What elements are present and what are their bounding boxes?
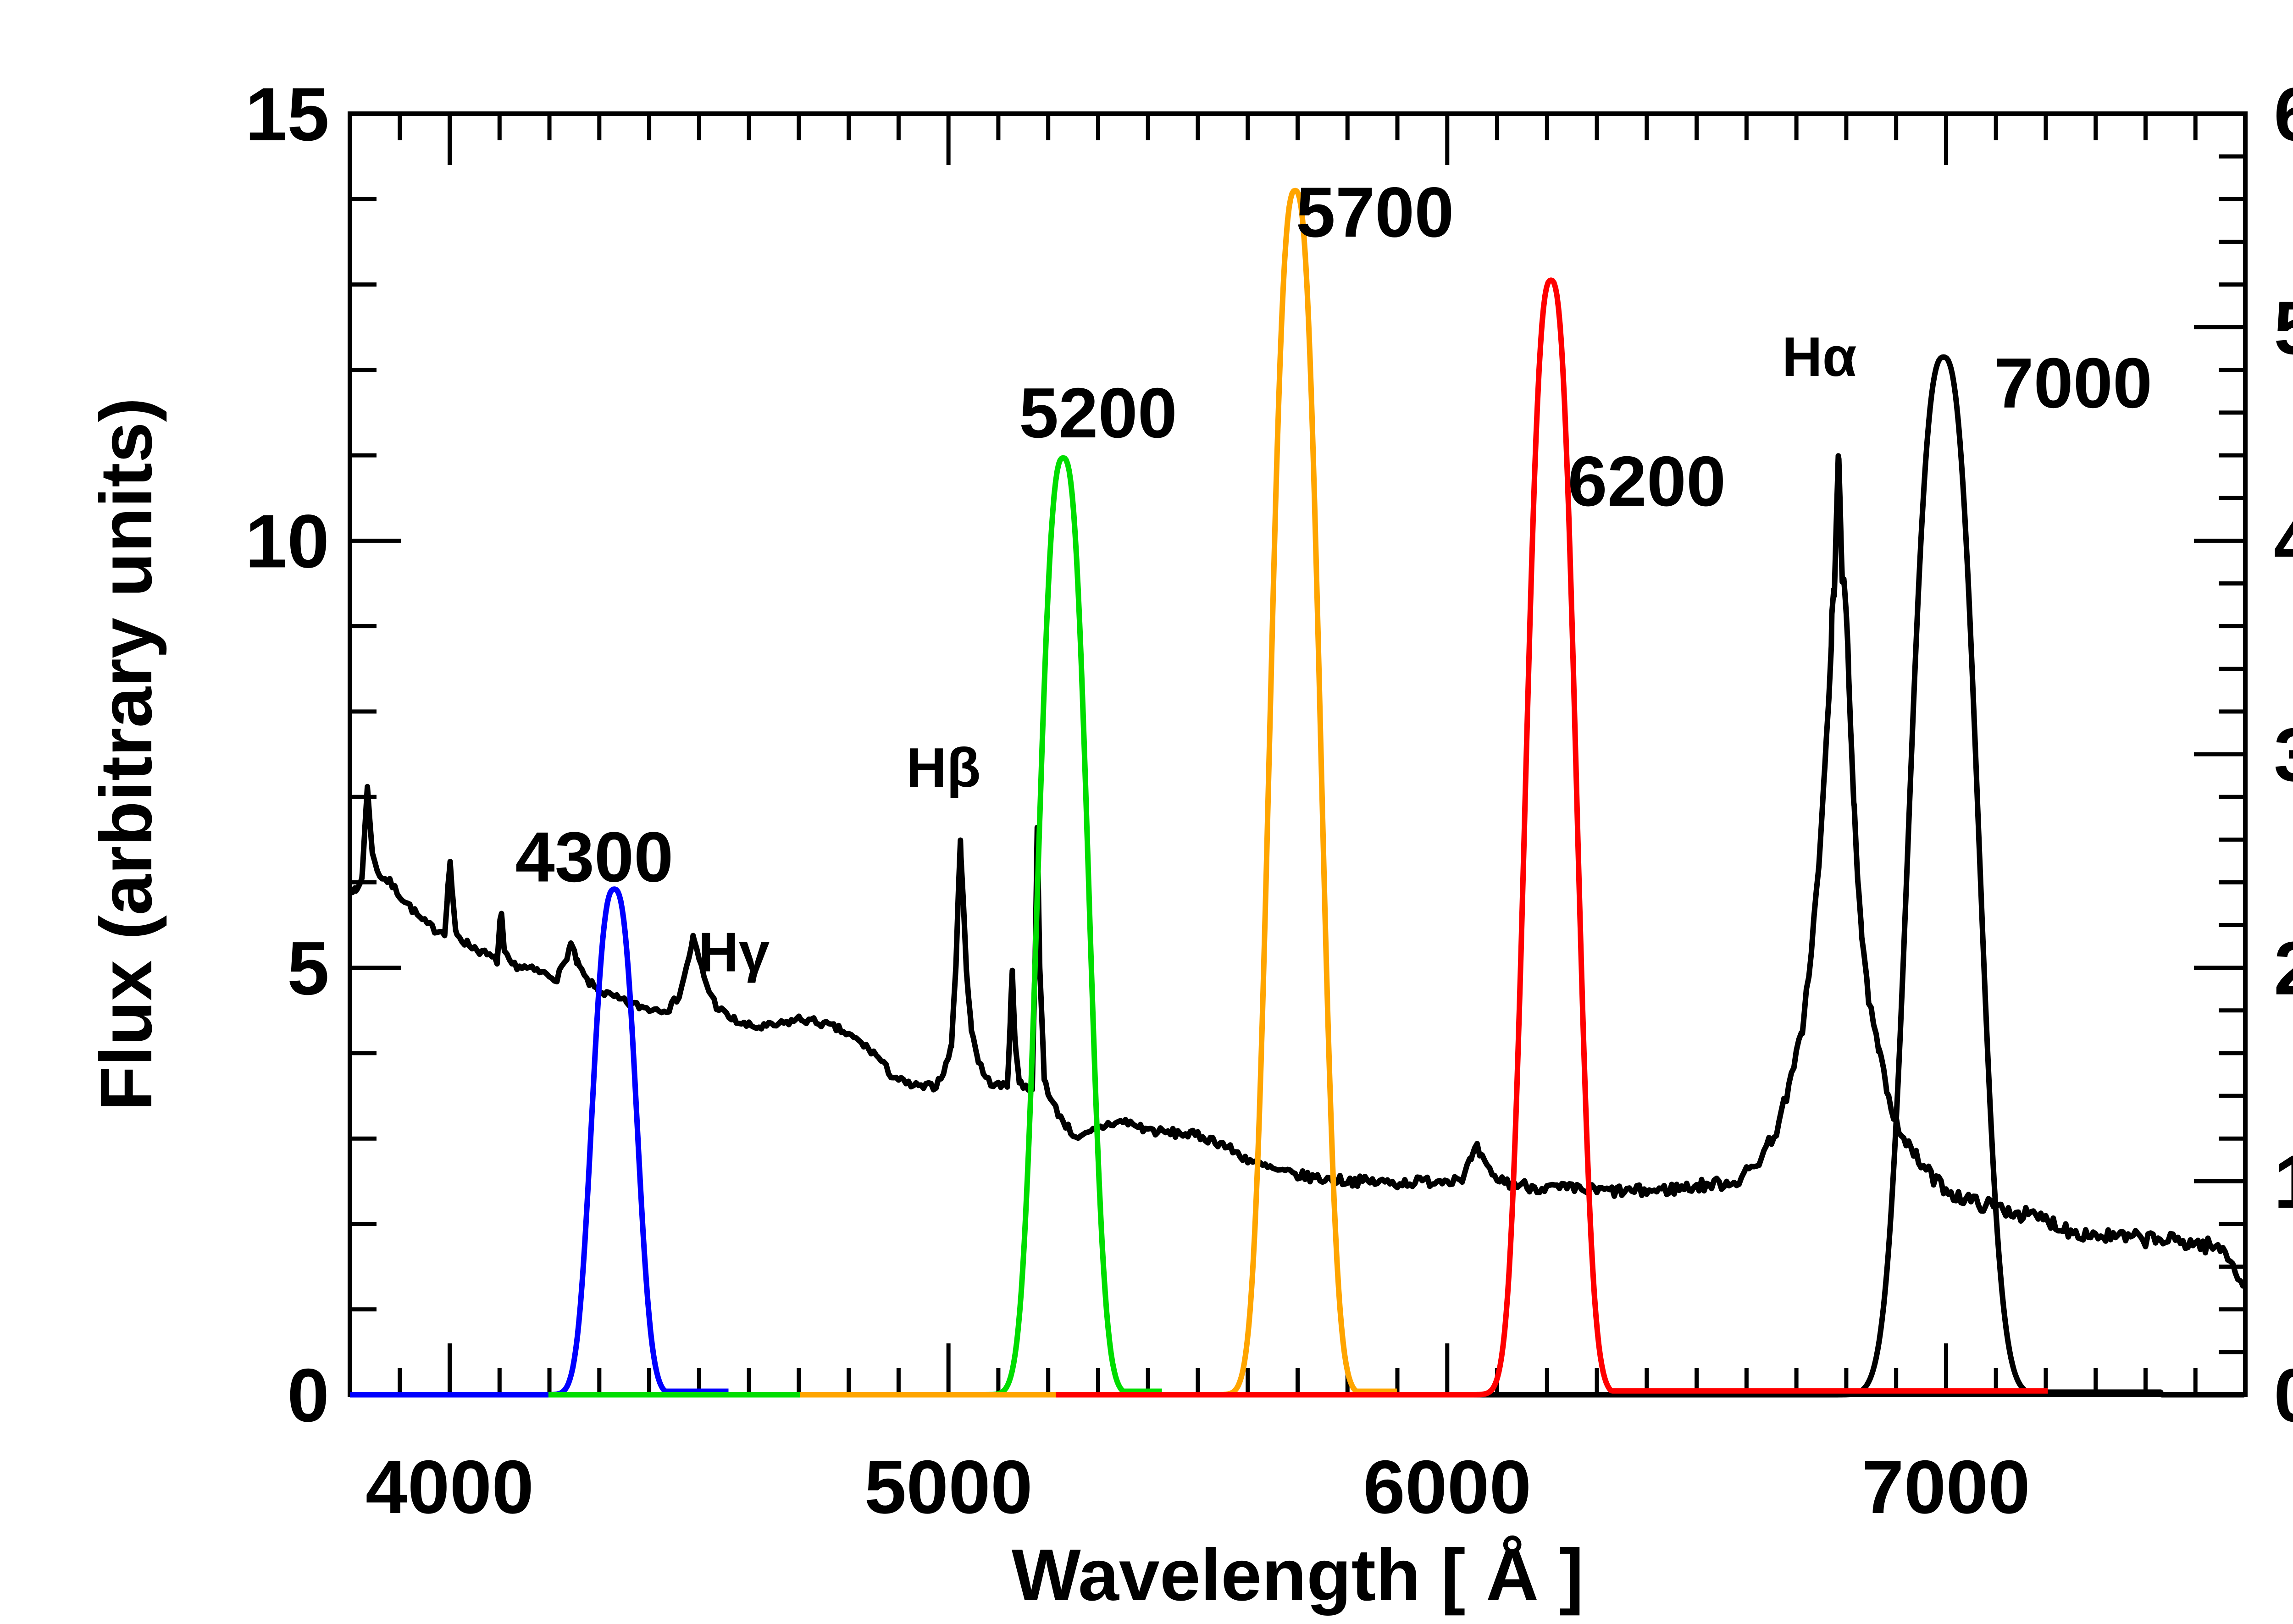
y-right-tick-label: 20 <box>2274 926 2293 1011</box>
y-right-tick-label: 10 <box>2274 1139 2293 1224</box>
x-tick-label: 6000 <box>1363 1445 1531 1529</box>
emission-line-label-Hα: Hα <box>1782 326 1857 388</box>
y-right-tick-label: 30 <box>2274 713 2293 797</box>
x-tick-label: 5000 <box>864 1445 1033 1529</box>
x-tick-label: 4000 <box>366 1445 534 1529</box>
y-left-tick-label: 0 <box>287 1353 329 1437</box>
y-left-tick-label: 15 <box>245 72 329 156</box>
filter-label-5700: 5700 <box>1296 172 1454 252</box>
y-left-tick-label: 5 <box>287 926 329 1011</box>
curve-labels: 4300 5200 5700 6200 7000 Hγ Hβ Hα <box>515 172 2153 983</box>
filter-curve-7000 <box>1454 354 2246 1398</box>
filter-curve-6200 <box>1054 277 2049 1398</box>
axis-titles: Wavelength [ Å ]Flux (arbitrary units)Tr… <box>85 398 1584 1616</box>
x-axis-title: Wavelength [ Å ] <box>1012 1534 1584 1616</box>
y-right-tick-label: 60 <box>2274 72 2293 156</box>
y-right-tick-label: 40 <box>2274 499 2293 583</box>
filter-curve-4300 <box>349 886 730 1398</box>
filter-label-5200: 5200 <box>1019 373 1177 453</box>
y-right-tick-label: 50 <box>2274 286 2293 370</box>
y-left-axis-title: Flux (arbitrary units) <box>85 398 167 1111</box>
y-left-tick-label: 10 <box>245 499 329 583</box>
y-right-tick-label: 0 <box>2274 1353 2293 1437</box>
data-curves <box>348 188 2246 1398</box>
filter-label-4300: 4300 <box>515 818 674 897</box>
filter-label-7000: 7000 <box>1994 343 2152 423</box>
filter-label-6200: 6200 <box>1567 442 1726 521</box>
tick-labels: 4000 5000 6000 7000 0 5 10 15 0 10 20 30 40 50 60 <box>245 72 2293 1529</box>
emission-line-label-Hγ: Hγ <box>698 921 770 983</box>
emission-line-label-Hβ: Hβ <box>906 736 981 799</box>
x-tick-label: 7000 <box>1862 1445 2030 1529</box>
spectrum-curve <box>348 453 2246 1289</box>
